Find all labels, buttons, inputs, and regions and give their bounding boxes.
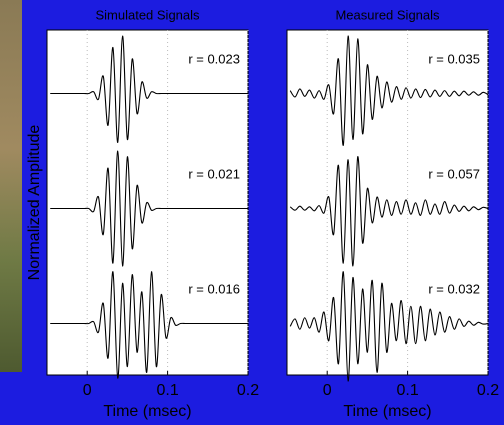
- signal-trace: [289, 35, 489, 146]
- x-tick-label: 0: [323, 382, 332, 399]
- annotation: r = 0.035: [428, 52, 480, 67]
- photo-strip: [0, 0, 22, 372]
- x-tick-label: 0.1: [396, 382, 418, 399]
- annotation: r = 0.021: [188, 167, 240, 182]
- x-axis-label: Time (msec): [103, 403, 191, 420]
- signal-trace: [50, 150, 248, 267]
- x-axis-label: Time (msec): [343, 403, 431, 420]
- annotation: r = 0.032: [428, 282, 480, 297]
- x-tick-label: 0: [83, 382, 92, 399]
- panel-title: Simulated Signals: [95, 7, 200, 22]
- y-axis-label: Normalized Amplitude: [26, 125, 43, 281]
- x-tick-label: 0.2: [477, 382, 499, 399]
- x-tick-label: 0.2: [237, 382, 259, 399]
- panel-title: Measured Signals: [335, 7, 440, 22]
- signal-trace: [50, 35, 249, 143]
- signal-trace: [289, 271, 489, 382]
- signal-trace: [289, 156, 489, 267]
- x-tick-label: 0.1: [156, 382, 178, 399]
- annotation: r = 0.023: [188, 52, 240, 67]
- annotation: r = 0.057: [428, 167, 480, 182]
- signal-trace: [50, 271, 248, 379]
- annotation: r = 0.016: [188, 282, 240, 297]
